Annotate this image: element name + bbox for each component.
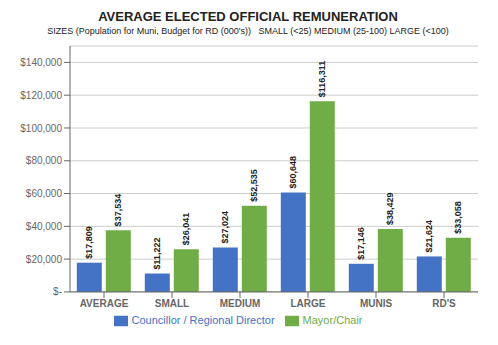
svg-text:$60,648: $60,648 [288, 156, 298, 189]
svg-text:MUNIS: MUNIS [360, 298, 393, 309]
html-text:Councillor / Regional Director: Councillor / Regional Director [131, 313, 275, 326]
svg-text:$20,000: $20,000 [26, 254, 63, 265]
svg-text:$140,000: $140,000 [20, 57, 62, 68]
svg-text:$100,000: $100,000 [20, 123, 62, 134]
svg-text:$27,024: $27,024 [220, 211, 230, 244]
svg-text:$17,146: $17,146 [356, 227, 366, 260]
svg-text:$52,535: $52,535 [249, 169, 259, 202]
svg-text:MEDIUM: MEDIUM [220, 298, 261, 309]
svg-text:SMALL: SMALL [155, 298, 189, 309]
svg-text:$33,058: $33,058 [453, 201, 463, 234]
svg-text:$120,000: $120,000 [20, 90, 62, 101]
svg-text:LARGE: LARGE [291, 298, 326, 309]
svg-text:$116,311: $116,311 [317, 61, 327, 98]
svg-text:$37,534: $37,534 [113, 194, 123, 227]
svg-text:$40,000: $40,000 [26, 221, 63, 232]
svg-text:RD'S: RD'S [432, 298, 456, 309]
html-text:AVERAGE ELECTED OFFICIAL REMUN: AVERAGE ELECTED OFFICIAL REMUNERATION [98, 9, 398, 24]
svg-text:$21,624: $21,624 [424, 220, 434, 253]
svg-text:AVERAGE: AVERAGE [80, 298, 129, 309]
svg-text:$60,000: $60,000 [26, 188, 63, 199]
svg-text:$38,429: $38,429 [385, 192, 395, 225]
svg-text:$-: $- [53, 286, 62, 297]
svg-text:$26,041: $26,041 [181, 213, 191, 246]
svg-text:$17,809: $17,809 [84, 226, 94, 259]
html-text:Mayor/Chair: Mayor/Chair [302, 313, 363, 326]
html-text:SIZES (Population for Muni, Bu: SIZES (Population for Muni, Budget for R… [47, 26, 449, 36]
svg-text:$80,000: $80,000 [26, 155, 63, 166]
svg-text:$11,222: $11,222 [152, 237, 162, 269]
